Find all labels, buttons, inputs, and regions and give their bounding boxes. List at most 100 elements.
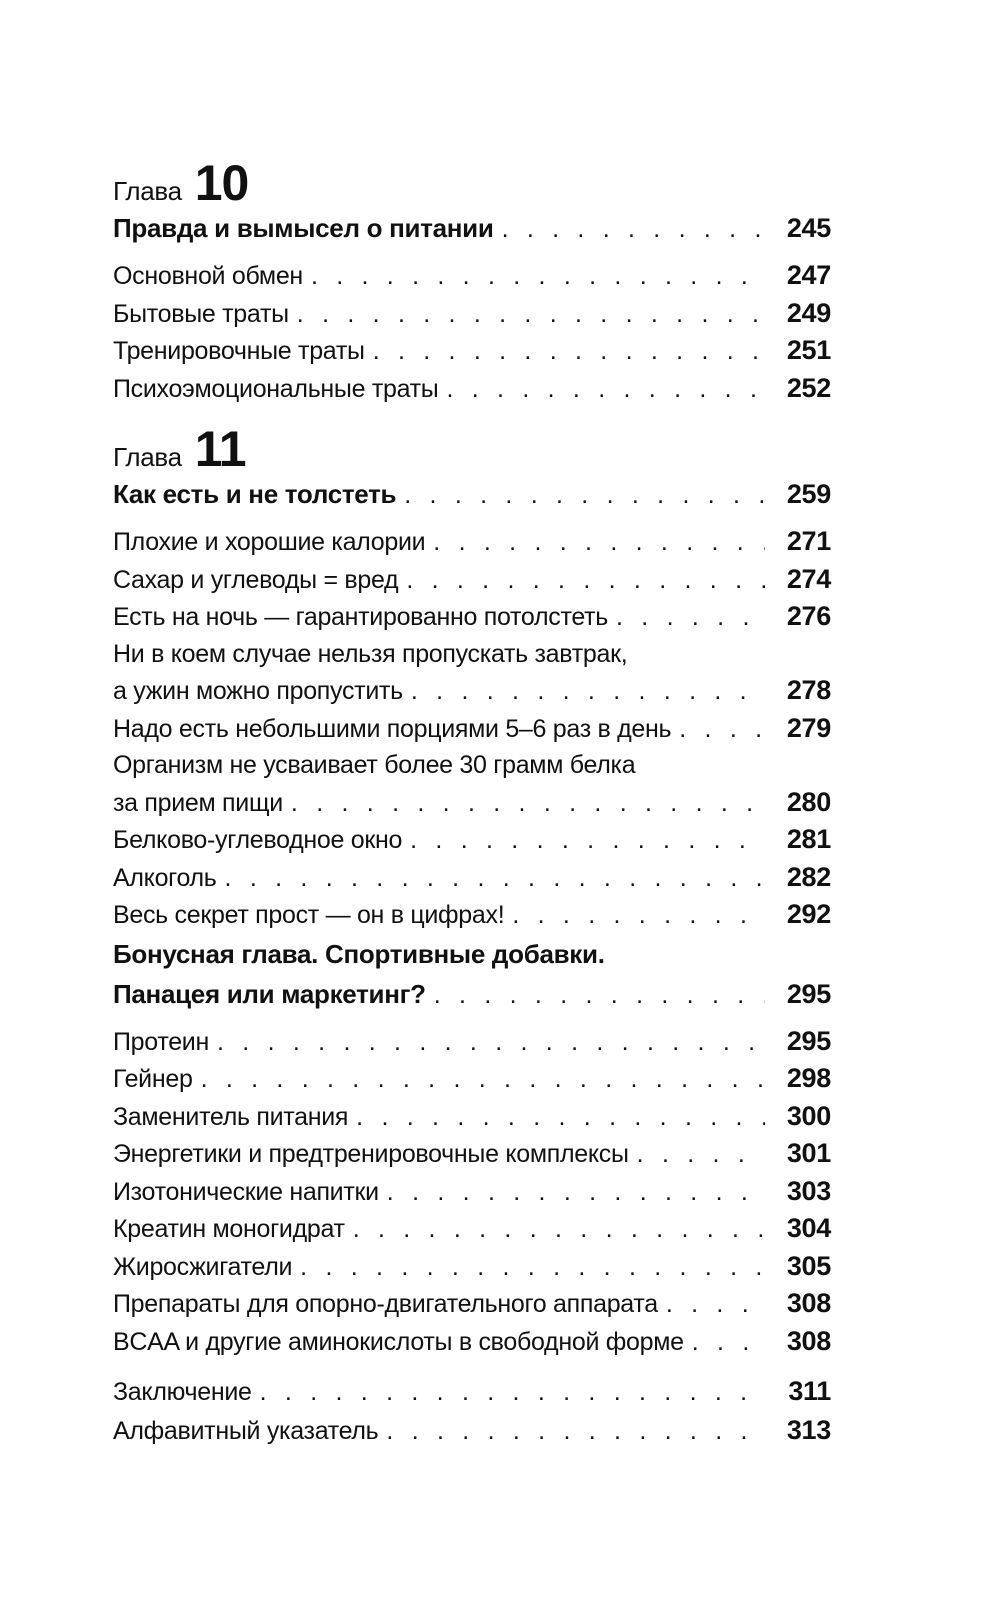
dot-leader bbox=[353, 1211, 765, 1248]
closing-section: Заключение 311 Алфавитный указатель 313 bbox=[113, 1372, 831, 1450]
toc-entry: Плохие и хорошие калории 271 bbox=[113, 523, 831, 561]
page-number: 282 bbox=[786, 861, 831, 892]
toc-entry-title: Гейнер bbox=[113, 1065, 193, 1093]
bonus-chapter-heading: Бонусная глава. Спортивные добавки. Пана… bbox=[113, 934, 831, 1015]
chapter-title: Как есть и не толстеть bbox=[113, 479, 397, 509]
page-number: 249 bbox=[786, 297, 831, 328]
page-number: 292 bbox=[786, 899, 831, 929]
toc-entry-title: Препараты для опорно-двигательного аппар… bbox=[113, 1290, 658, 1318]
toc-entry: Алкоголь 282 bbox=[113, 859, 831, 897]
dot-leader bbox=[406, 562, 765, 599]
toc-entry: Весь секрет прост — он в цифрах! 292 bbox=[113, 896, 831, 934]
dot-leader bbox=[356, 1099, 765, 1136]
toc-entry-multiline: Ни в коем случае нельзя пропускать завтр… bbox=[113, 636, 831, 710]
page-number: 305 bbox=[786, 1250, 831, 1281]
page-number: 252 bbox=[786, 372, 831, 403]
toc-entry-title: BCAA и другие аминокислоты в свободной ф… bbox=[113, 1327, 684, 1356]
toc-entry: Жиросжигатели 305 bbox=[113, 1248, 831, 1286]
chapter-title-row: Как есть и не толстеть 259 bbox=[113, 476, 831, 513]
toc-entry: Гейнер 298 bbox=[113, 1060, 831, 1098]
toc-entry-title: Алкоголь bbox=[113, 863, 217, 892]
page-number: 300 bbox=[786, 1100, 831, 1131]
page-number: 308 bbox=[786, 1325, 831, 1356]
bonus-chapter-title-line1: Бонусная глава. Спортивные добавки. bbox=[113, 938, 605, 969]
toc-entry: Заменитель питания 300 bbox=[113, 1098, 831, 1136]
toc-entry: Тренировочные траты 251 bbox=[113, 332, 831, 370]
dot-leader bbox=[297, 296, 765, 333]
toc-entry-title-line2: а ужин можно пропустить bbox=[113, 677, 403, 705]
toc-entry-title: Сахар и углеводы = вред bbox=[113, 565, 399, 594]
toc-entry-title: Алфавитный указатель bbox=[113, 1417, 379, 1445]
toc-entry: Основной обмен 247 bbox=[113, 257, 831, 295]
page-number: 276 bbox=[786, 601, 831, 631]
page-number: 295 bbox=[786, 1025, 831, 1056]
toc-entry: Креатин моногидрат 304 bbox=[113, 1210, 831, 1248]
toc-entry-title: Протеин bbox=[113, 1027, 209, 1056]
page-number: 274 bbox=[786, 563, 831, 594]
dot-leader bbox=[410, 822, 765, 859]
dot-leader bbox=[616, 599, 765, 636]
dot-leader bbox=[692, 1324, 765, 1361]
toc-entry: Сахар и углеводы = вред 274 bbox=[113, 561, 831, 599]
toc-entry-title: Есть на ночь — гарантированно потолстеть bbox=[113, 603, 608, 631]
chapter-heading: Глава 10 bbox=[113, 158, 831, 210]
toc-entry: Алфавитный указатель 313 bbox=[113, 1411, 831, 1450]
toc-entry-title: Заключение bbox=[113, 1378, 252, 1406]
page-number: 295 bbox=[786, 978, 831, 1009]
toc-entry: Энергетики и предтренировочные комплексы… bbox=[113, 1135, 831, 1173]
toc-entry: Психоэмоциональные траты 252 bbox=[113, 370, 831, 408]
page-number: 278 bbox=[786, 675, 831, 705]
dot-leader bbox=[311, 258, 765, 295]
page-number: 281 bbox=[786, 824, 831, 854]
toc-entry-title: Креатин моногидрат bbox=[113, 1215, 345, 1243]
page-number: 301 bbox=[786, 1138, 831, 1168]
bonus-title-line2-row: Панацея или маркетинг? 295 bbox=[113, 974, 831, 1015]
toc-entry-title: Изотонические напитки bbox=[113, 1177, 379, 1206]
dot-leader bbox=[300, 1249, 765, 1286]
page-number: 280 bbox=[786, 786, 831, 817]
toc-entry-title: Тренировочные траты bbox=[113, 337, 365, 365]
toc-entry-title: Белково-углеводное окно bbox=[113, 826, 403, 854]
toc-entry: Белково-углеводное окно 281 bbox=[113, 821, 831, 859]
dot-leader bbox=[666, 1286, 765, 1323]
bonus-chapter-title-line2: Панацея или маркетинг? bbox=[113, 978, 426, 1009]
page-number: 259 bbox=[786, 479, 831, 509]
dot-leader bbox=[225, 860, 765, 897]
dot-leader bbox=[502, 210, 765, 247]
dot-leader bbox=[404, 476, 765, 513]
dot-leader bbox=[373, 333, 765, 370]
dot-leader bbox=[446, 371, 765, 408]
chapter-title: Правда и вымысел о питании bbox=[113, 213, 494, 243]
toc-entry-title: Заменитель питания bbox=[113, 1102, 349, 1131]
chapter-entries: Протеин 295 Гейнер 298 Заменитель питани… bbox=[113, 1023, 831, 1361]
toc-entry: Надо есть небольшими порциями 5–6 раз в … bbox=[113, 710, 831, 748]
page-number: 303 bbox=[786, 1175, 831, 1206]
toc-entry: за прием пищи 280 bbox=[113, 784, 831, 822]
toc-entry-title: Плохие и хорошие калории bbox=[113, 528, 426, 556]
dot-leader bbox=[201, 1061, 765, 1098]
page-number: 304 bbox=[786, 1213, 831, 1243]
dot-leader bbox=[434, 974, 765, 1015]
toc-entry-title-line1: Ни в коем случае нельзя пропускать завтр… bbox=[113, 639, 628, 668]
toc-entry: Заключение 311 bbox=[113, 1372, 831, 1411]
toc-entry: Протеин 295 bbox=[113, 1023, 831, 1061]
chapter-10-section: Глава 10 Правда и вымысел о питании 245 … bbox=[113, 158, 831, 407]
toc-entry-title: Основной обмен bbox=[113, 262, 303, 290]
dot-leader bbox=[512, 897, 765, 934]
chapter-label: Глава bbox=[113, 176, 182, 206]
toc-entry-title: Весь секрет прост — он в цифрах! bbox=[113, 901, 505, 929]
toc-entry: Бытовые траты 249 bbox=[113, 295, 831, 333]
bonus-title-line1-row: Бонусная глава. Спортивные добавки. bbox=[113, 934, 831, 974]
toc-entry-title-line1: Организм не усваивает более 30 грамм бел… bbox=[113, 751, 636, 779]
toc-entry: а ужин можно пропустить 278 bbox=[113, 672, 831, 710]
page-number: 298 bbox=[786, 1063, 831, 1093]
dot-leader bbox=[291, 785, 765, 822]
page-number: 308 bbox=[786, 1288, 831, 1318]
chapter-number: 10 bbox=[194, 155, 250, 211]
dot-leader bbox=[387, 1174, 765, 1211]
dot-leader bbox=[386, 1412, 765, 1450]
toc-entry-title-line2: за прием пищи bbox=[113, 788, 283, 817]
chapter-heading: Глава 11 bbox=[113, 424, 831, 476]
page-number: 313 bbox=[786, 1415, 831, 1445]
toc-entry-title: Психоэмоциональные траты bbox=[113, 374, 439, 403]
